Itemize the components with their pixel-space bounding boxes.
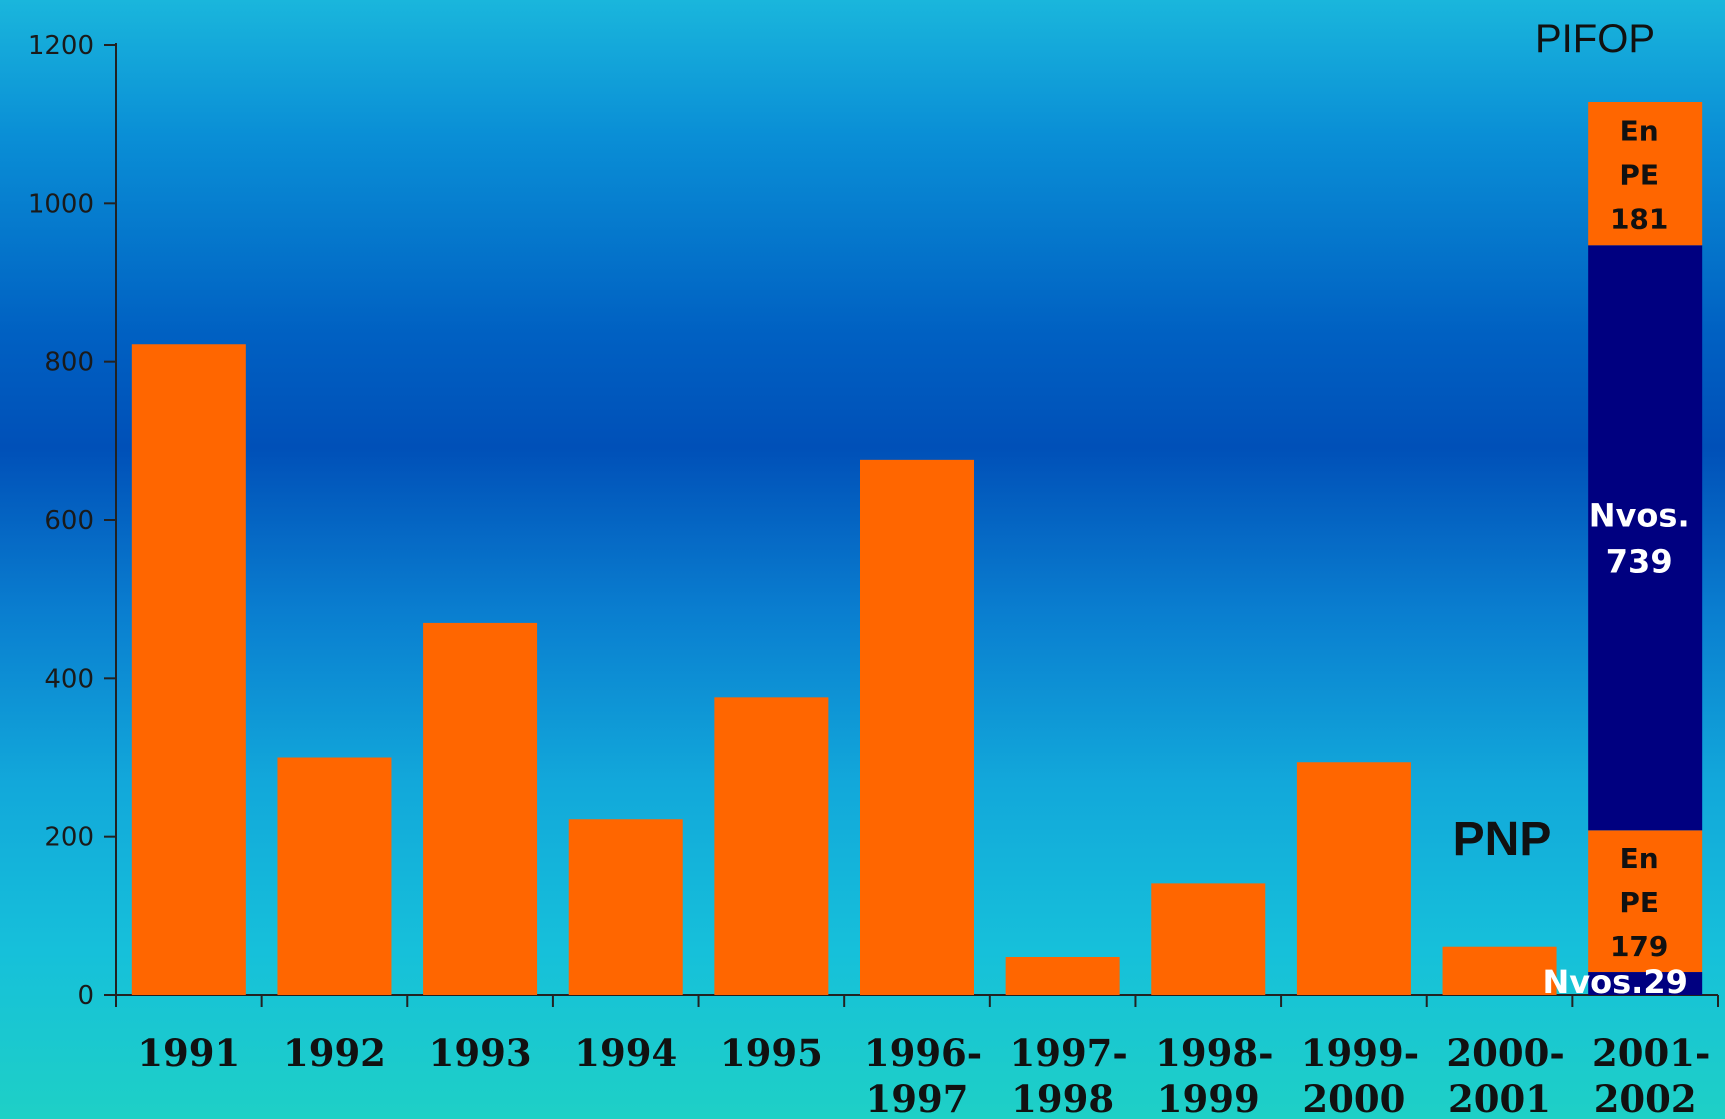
bar (1005, 957, 1120, 995)
bar (860, 459, 974, 995)
y-tick-label: 0 (77, 981, 94, 1011)
x-tick-label: 2002 (1594, 1077, 1697, 1119)
x-tick-label: 1996- (864, 1031, 982, 1075)
x-tick-label: 1991 (137, 1031, 240, 1075)
segment-label: 739 (1606, 542, 1673, 580)
bar (1151, 883, 1266, 995)
bar (131, 344, 246, 995)
segment-label: PE (1619, 886, 1659, 919)
bar (277, 757, 392, 995)
x-tick-label: 1997- (1009, 1031, 1127, 1075)
annotation-pnp: PNP (1453, 813, 1552, 866)
x-tick-label: 1994 (574, 1031, 677, 1075)
x-tick-label: 1997 (866, 1077, 969, 1119)
segment-label: PE (1619, 159, 1659, 192)
x-tick-label: 1995 (720, 1031, 823, 1075)
bar (714, 697, 829, 995)
stacked-bar-segment (1588, 245, 1703, 831)
bar (423, 622, 538, 995)
y-tick-label: 200 (44, 823, 94, 853)
x-tick-label: 2000 (1302, 1077, 1405, 1119)
segment-label: 179 (1610, 930, 1668, 963)
segment-label: En (1620, 842, 1659, 875)
x-tick-label: 2001 (1448, 1077, 1551, 1119)
x-tick-label: 2000- (1446, 1031, 1564, 1075)
x-tick-label: 1993 (429, 1031, 532, 1075)
bar (1296, 762, 1411, 995)
bar (1442, 946, 1557, 995)
y-tick-label: 800 (44, 348, 94, 378)
bar (568, 819, 683, 995)
y-tick-label: 400 (44, 664, 94, 694)
y-tick-label: 1200 (28, 31, 94, 61)
annotation-pifop: PIFOP (1535, 17, 1655, 61)
stacked-bar-segment (1588, 972, 1703, 995)
segment-label: En (1620, 115, 1659, 148)
y-tick-label: 1000 (28, 189, 94, 219)
stacked-bar-segment (1588, 102, 1703, 246)
x-tick-label: 1992 (283, 1031, 386, 1075)
stacked-bar-segment (1588, 830, 1703, 973)
segment-label: Nvos. (1589, 496, 1690, 534)
x-tick-label: 1999- (1301, 1031, 1419, 1075)
segment-label: Nvos.29 (1543, 963, 1688, 1001)
x-tick-label: 1998 (1011, 1077, 1114, 1119)
x-tick-label: 2001- (1592, 1031, 1710, 1075)
segment-label: 181 (1610, 203, 1668, 236)
y-tick-label: 600 (44, 506, 94, 536)
x-tick-label: 1998- (1155, 1031, 1273, 1075)
x-tick-label: 1999 (1157, 1077, 1260, 1119)
